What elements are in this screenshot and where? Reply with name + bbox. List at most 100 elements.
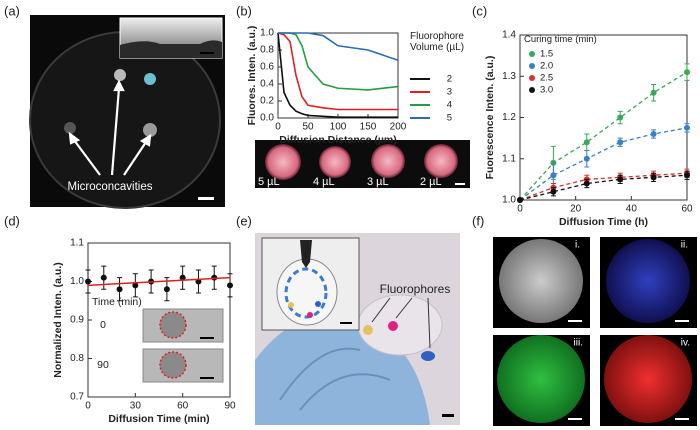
x-tick-label: 90 [224, 401, 236, 412]
y-tick-label: 1.1 [70, 238, 84, 249]
photo-label: 2 µL [420, 176, 442, 188]
y-tick-label: 1.3 [502, 71, 516, 82]
photo-label: 3 µL [367, 176, 389, 188]
x-axis-label: Diffusion Time (h) [559, 216, 648, 228]
photo-a: Microconcavities [29, 15, 225, 209]
legend-swatch [529, 51, 535, 57]
point [650, 89, 657, 96]
point [583, 139, 590, 146]
legend-label: 3.0 [540, 85, 553, 96]
point [684, 124, 690, 131]
y-axis-label: Fuorescence Inten. (a.u.) [484, 56, 496, 180]
y-tick-label: 0.8 [260, 45, 274, 56]
point [132, 282, 139, 289]
photo-label: 4 µL [313, 176, 335, 188]
point [617, 176, 624, 183]
series-line [519, 172, 688, 201]
y-tick-label: 0.4 [260, 79, 274, 90]
photo-label: 5 µL [258, 176, 280, 188]
x-tick-label: 50 [302, 122, 314, 133]
y-tick-label: 1.2 [502, 112, 516, 123]
panel-label: (a) [4, 3, 20, 18]
image-label: iii. [574, 338, 583, 349]
legend-swatch [529, 75, 535, 81]
point [517, 197, 523, 203]
panel-label: (b) [236, 3, 252, 18]
photo-b: 5 µL 4 µL 3 µL 2 µL [255, 140, 470, 188]
series-line [519, 71, 688, 201]
y-tick-label: 0.0 [260, 113, 274, 124]
panel-label: (f) [472, 213, 484, 228]
inset-label: 90 [97, 359, 109, 371]
point [617, 114, 624, 121]
legend-label: 5 [447, 113, 452, 124]
point [650, 131, 657, 137]
point [684, 69, 690, 76]
panel-label: (d) [4, 213, 20, 228]
image-label: ii. [681, 240, 688, 251]
point [163, 286, 170, 293]
y-axis-label: Fluores. Inten. (a.u.) [246, 26, 258, 126]
fit-line [87, 276, 231, 287]
photo-e: Fluorophores [255, 233, 460, 425]
legend-label: 2.0 [540, 61, 553, 72]
x-tick-label: 60 [177, 401, 189, 412]
legend-swatch [529, 87, 535, 93]
legend-title-text: Curing time (min) [524, 34, 597, 45]
legend-label: 2 [447, 74, 452, 85]
point [650, 174, 657, 181]
y-axis-label: Normalized Inten. (a.u.) [52, 262, 64, 378]
image-label: i. [575, 240, 580, 251]
x-axis-label: Diffusion Distance (µm) [279, 134, 396, 146]
legend-title: Curing time (min) [524, 34, 597, 45]
x-tick-label: 30 [130, 401, 142, 412]
panel-label: (c) [472, 3, 487, 18]
x-tick-label: 60 [681, 204, 693, 215]
point [116, 286, 123, 293]
point [550, 172, 557, 179]
point [617, 139, 624, 146]
point [85, 278, 91, 285]
inset-d: Time (min) 0 90 [92, 296, 224, 383]
x-tick-label: 0 [85, 401, 91, 412]
point [583, 155, 590, 162]
x-tick-label: 20 [570, 204, 582, 215]
series-line [278, 32, 399, 61]
legend-swatch [529, 63, 535, 69]
y-tick-label: 0.6 [260, 62, 274, 73]
point [179, 274, 186, 281]
series-line [519, 127, 688, 201]
annotation: Fluorophores [380, 282, 451, 296]
point [583, 180, 590, 187]
y-tick-label: 0.9 [70, 315, 84, 326]
x-tick-label: 0 [517, 204, 523, 215]
y-tick-label: 1.1 [502, 153, 516, 164]
y-tick-label: 0.7 [70, 392, 84, 403]
inset-title: Time (min) [92, 296, 142, 308]
point [227, 282, 233, 289]
series-line [519, 174, 688, 201]
x-tick-label: 100 [330, 122, 347, 133]
photo-f: i. ii. iii. iv. [493, 237, 697, 426]
y-tick-label: 1.0 [70, 276, 84, 287]
legend-label: 2.5 [540, 73, 553, 84]
panel-label: (e) [236, 213, 252, 228]
y-tick-label: 0.2 [260, 96, 274, 107]
point [550, 188, 557, 195]
y-tick-label: 1.4 [502, 30, 516, 41]
x-tick-label: 200 [390, 122, 407, 133]
x-tick-label: 0 [275, 122, 281, 133]
y-tick-label: 0.8 [70, 353, 84, 364]
point [100, 274, 107, 281]
series-line [277, 32, 398, 111]
image-label: iv. [681, 338, 690, 349]
legend-label: 4 [447, 100, 452, 111]
y-tick-label: 1.0 [502, 195, 516, 206]
x-tick-label: 40 [626, 204, 638, 215]
legend-title-text: Fluorophore Volume (µL) [409, 31, 465, 53]
legend-label: 3 [447, 87, 452, 98]
point [684, 172, 690, 179]
series-line [277, 32, 398, 118]
legend-label: 1.5 [540, 49, 553, 60]
